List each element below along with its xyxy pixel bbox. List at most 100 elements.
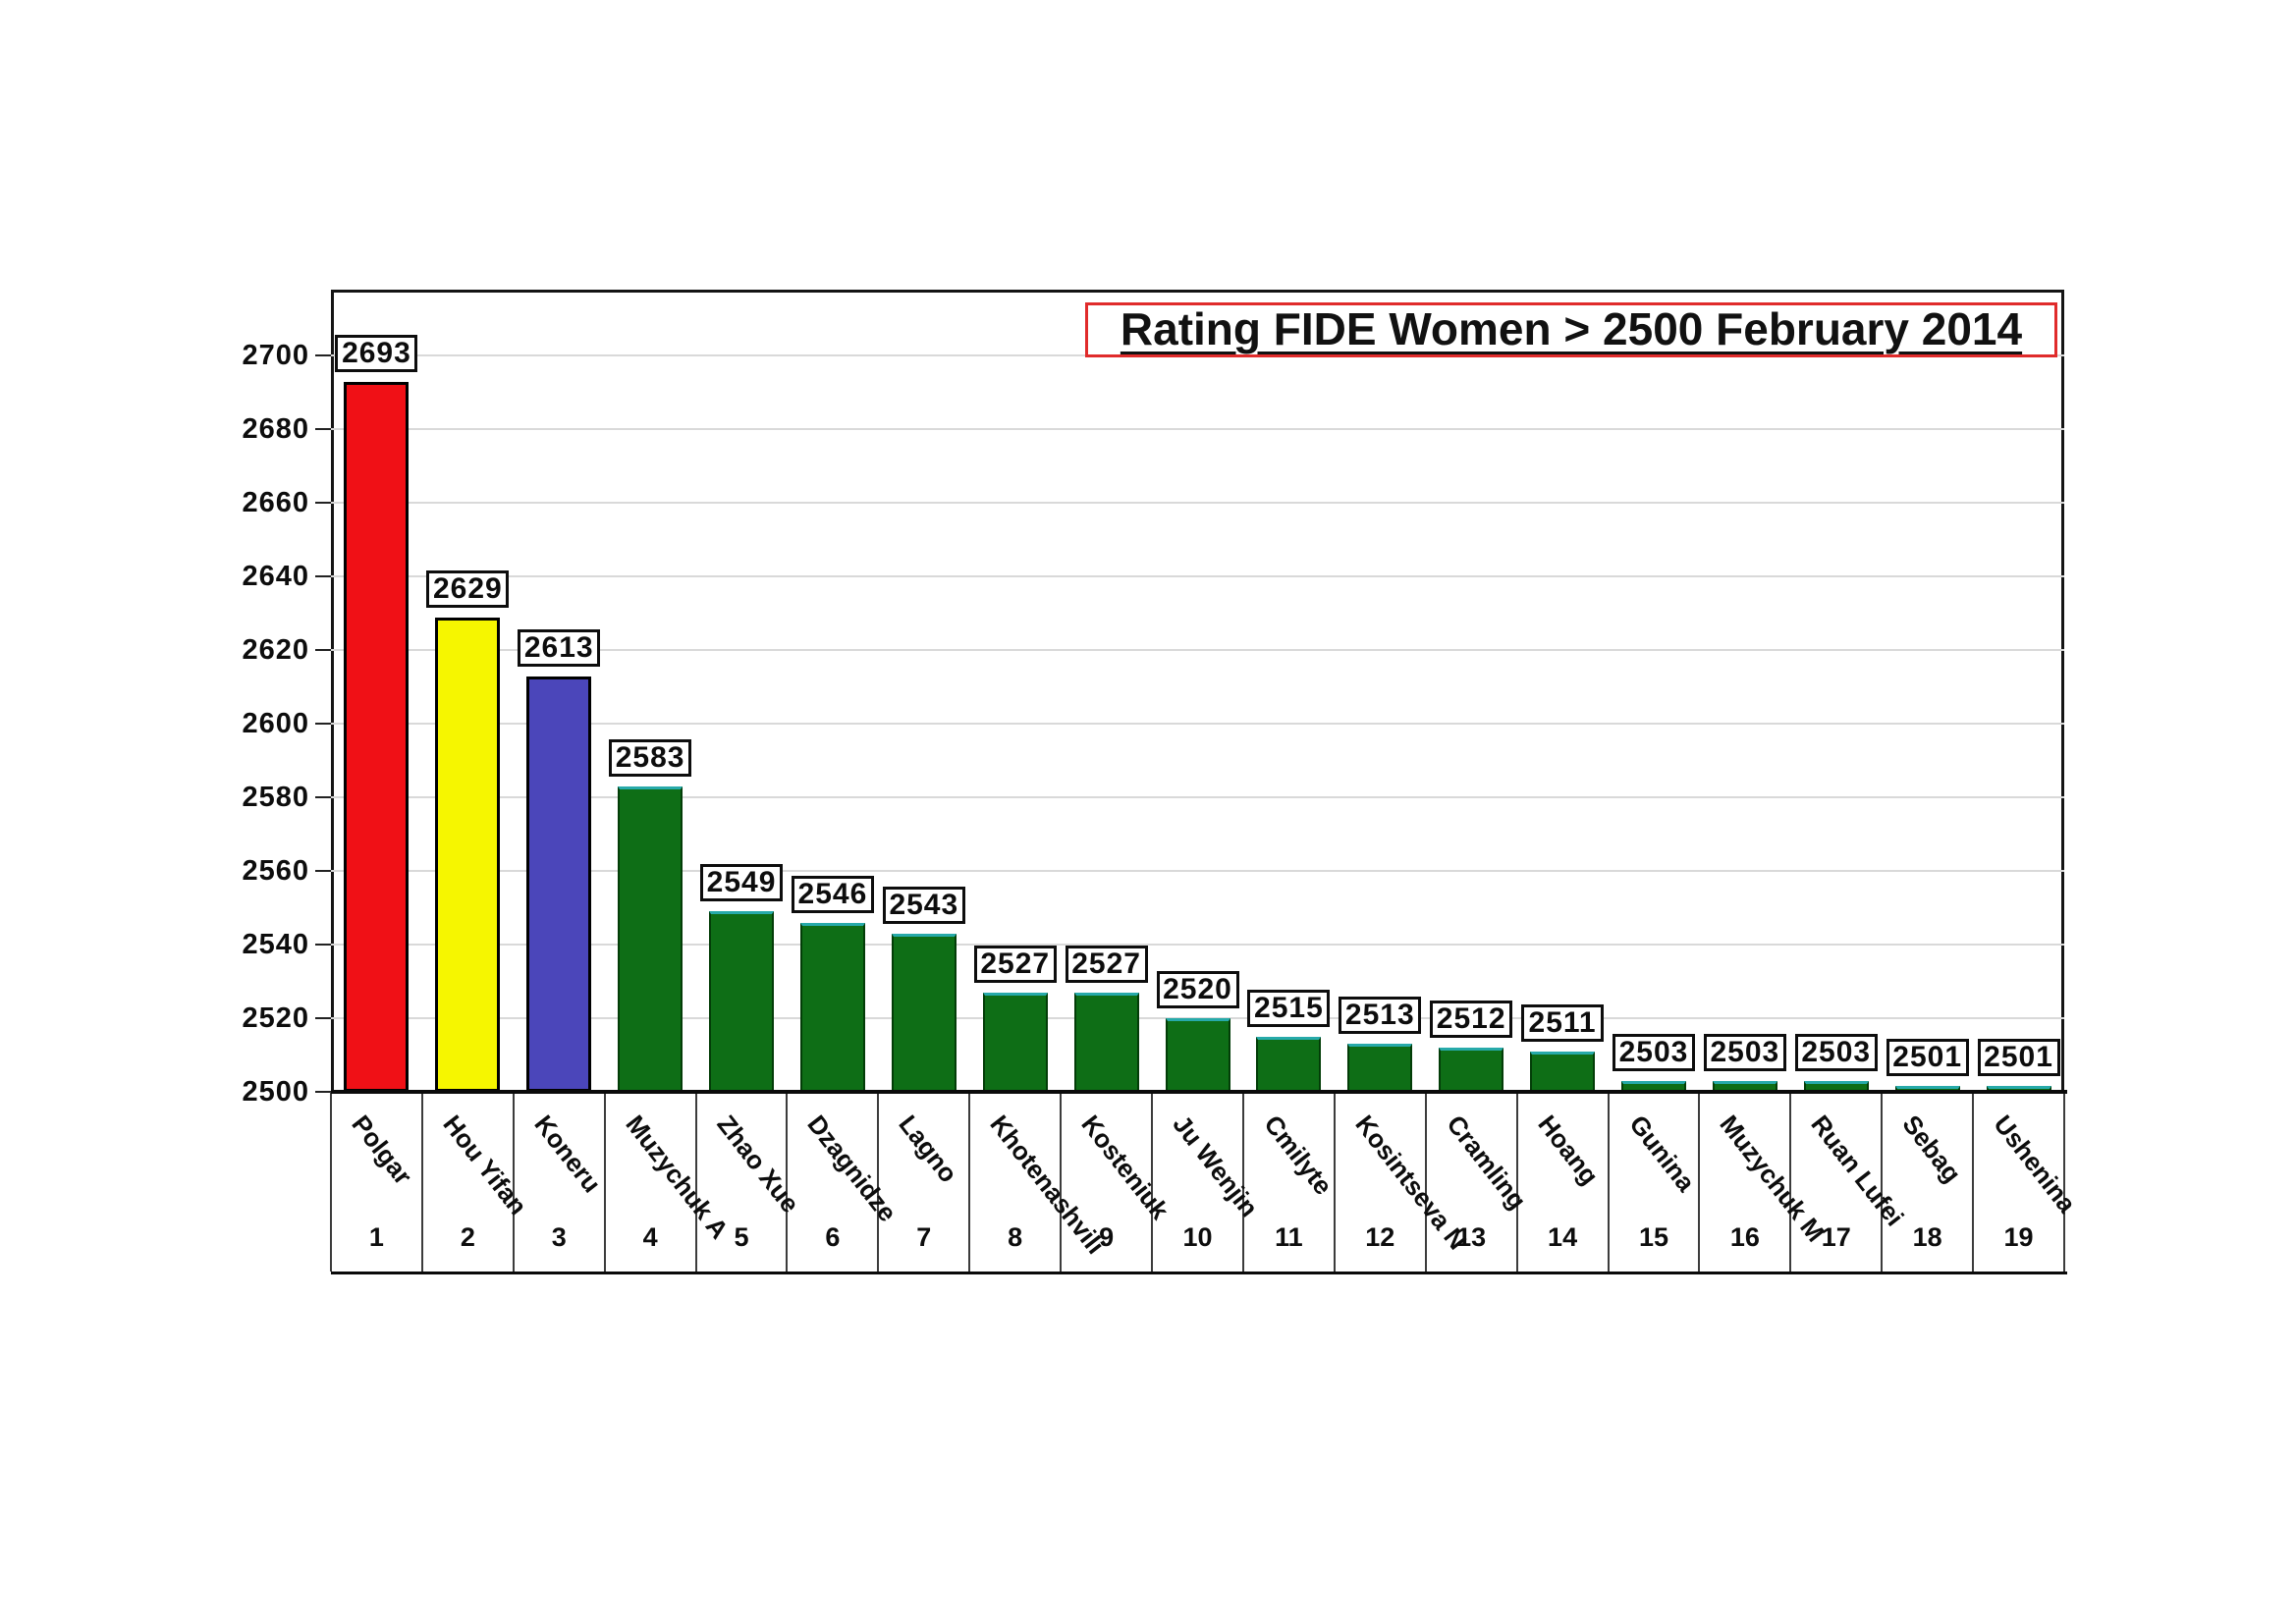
- x-cell-separator-14: [1607, 1092, 1610, 1272]
- value-label-zhao-xue: 2549: [700, 864, 784, 902]
- x-label-hoang: Hoang: [1532, 1110, 1605, 1191]
- x-rank-19: 19: [2003, 1222, 2034, 1252]
- value-label-cmilyte: 2515: [1247, 989, 1331, 1027]
- x-label-cmilyte: Cmilyte: [1258, 1110, 1339, 1201]
- y-tick-label-2700: 2700: [242, 340, 309, 372]
- gridline-2660: [331, 502, 2064, 505]
- bar-zhao-xue: [709, 911, 775, 1092]
- y-tick-label-2600: 2600: [242, 708, 309, 740]
- y-tick-2680: [315, 428, 331, 431]
- bar-dzagnidze: [799, 922, 865, 1092]
- bar-cramling: [1439, 1048, 1504, 1092]
- y-tick-label-2680: 2680: [242, 413, 309, 446]
- x-label-polgar: Polgar: [346, 1110, 418, 1191]
- x-label-hou-yifan: Hou Yifan: [437, 1110, 533, 1220]
- y-tick-2660: [315, 502, 331, 505]
- x-label-sebag: Sebag: [1896, 1110, 1968, 1188]
- x-rank-7: 7: [916, 1222, 932, 1252]
- x-rank-12: 12: [1365, 1222, 1395, 1252]
- x-rank-8: 8: [1008, 1222, 1023, 1252]
- y-tick-2600: [315, 723, 331, 726]
- bar-kosintseva-n: [1347, 1044, 1413, 1092]
- bar-hoang: [1530, 1051, 1596, 1092]
- bar-polgar: [344, 381, 410, 1092]
- y-tick-2540: [315, 944, 331, 947]
- x-cell-separator-1: [420, 1092, 423, 1272]
- chart-title-box: Rating FIDE Women > 2500 February 2014: [1085, 302, 2057, 357]
- gridline-2640: [331, 575, 2064, 578]
- x-axis-line: [331, 1090, 2067, 1094]
- y-tick-2520: [315, 1017, 331, 1020]
- bar-koneru: [526, 676, 592, 1092]
- x-label-lagno: Lagno: [893, 1110, 964, 1188]
- value-label-kosteniuk: 2527: [1065, 945, 1148, 983]
- y-tick-label-2640: 2640: [242, 561, 309, 593]
- y-tick-label-2560: 2560: [242, 855, 309, 888]
- x-label-gunina: Gunina: [1622, 1110, 1701, 1198]
- value-label-lagno: 2543: [882, 886, 965, 924]
- y-tick-2640: [315, 575, 331, 578]
- x-cell-separator-17: [1881, 1092, 1884, 1272]
- x-cell-separator-19: [2063, 1092, 2065, 1272]
- value-label-polgar: 2693: [335, 334, 418, 372]
- x-rank-14: 14: [1548, 1222, 1578, 1252]
- x-label-koneru: Koneru: [528, 1110, 607, 1199]
- value-label-gunina: 2503: [1612, 1033, 1695, 1071]
- x-cell-separator-0: [330, 1092, 332, 1272]
- value-label-kosintseva-n: 2513: [1339, 997, 1422, 1035]
- x-cell-separator-7: [968, 1092, 971, 1272]
- value-label-ju-wenjin: 2520: [1156, 971, 1239, 1009]
- x-label-ruan-lufei: Ruan Lufei: [1805, 1110, 1911, 1232]
- x-cell-separator-15: [1698, 1092, 1701, 1272]
- x-label-zhao-xue: Zhao Xue: [710, 1110, 805, 1218]
- gridline-2600: [331, 723, 2064, 726]
- value-label-muzychuk-a: 2583: [609, 738, 692, 777]
- x-cell-separator-8: [1060, 1092, 1063, 1272]
- value-label-hou-yifan: 2629: [426, 569, 510, 608]
- value-label-koneru: 2613: [518, 628, 601, 667]
- x-label-ushenina: Ushenina: [1988, 1110, 2083, 1218]
- x-cell-separator-12: [1424, 1092, 1427, 1272]
- y-tick-2560: [315, 870, 331, 873]
- plot-area: [331, 290, 2064, 1092]
- x-rank-5: 5: [734, 1222, 749, 1252]
- gridline-2620: [331, 649, 2064, 652]
- value-label-cramling: 2512: [1430, 1001, 1513, 1039]
- y-tick-2620: [315, 649, 331, 652]
- value-label-dzagnidze: 2546: [791, 875, 874, 913]
- y-tick-label-2580: 2580: [242, 782, 309, 814]
- y-tick-label-2540: 2540: [242, 929, 309, 961]
- label-area-bottom-line: [331, 1272, 2067, 1274]
- x-rank-10: 10: [1182, 1222, 1213, 1252]
- x-cell-separator-10: [1241, 1092, 1244, 1272]
- value-label-ushenina: 2501: [1977, 1039, 2060, 1076]
- value-label-ruan-lufei: 2503: [1794, 1033, 1878, 1071]
- gridline-2580: [331, 796, 2064, 799]
- y-tick-2700: [315, 354, 331, 357]
- x-cell-separator-3: [603, 1092, 606, 1272]
- x-rank-9: 9: [1099, 1222, 1115, 1252]
- x-rank-16: 16: [1729, 1222, 1760, 1252]
- x-rank-15: 15: [1638, 1222, 1668, 1252]
- x-cell-separator-2: [512, 1092, 515, 1272]
- bar-kosteniuk: [1073, 992, 1139, 1092]
- x-rank-13: 13: [1456, 1222, 1487, 1252]
- value-label-muzychuk-m: 2503: [1703, 1033, 1786, 1071]
- gridline-2680: [331, 428, 2064, 431]
- x-rank-18: 18: [1912, 1222, 1942, 1252]
- x-rank-17: 17: [1821, 1222, 1851, 1252]
- y-tick-2500: [315, 1091, 331, 1093]
- x-cell-separator-5: [786, 1092, 789, 1272]
- value-label-khotenashvili: 2527: [973, 945, 1057, 983]
- bar-muzychuk-a: [618, 785, 683, 1092]
- x-rank-6: 6: [825, 1222, 841, 1252]
- bar-khotenashvili: [982, 992, 1048, 1092]
- x-cell-separator-6: [877, 1092, 880, 1272]
- y-tick-label-2620: 2620: [242, 634, 309, 667]
- y-tick-label-2520: 2520: [242, 1002, 309, 1035]
- x-cell-separator-16: [1789, 1092, 1792, 1272]
- x-label-dzagnidze: Dzagnidze: [801, 1110, 903, 1227]
- x-label-ju-wenjin: Ju Wenjin: [1167, 1110, 1265, 1222]
- x-cell-separator-11: [1333, 1092, 1336, 1272]
